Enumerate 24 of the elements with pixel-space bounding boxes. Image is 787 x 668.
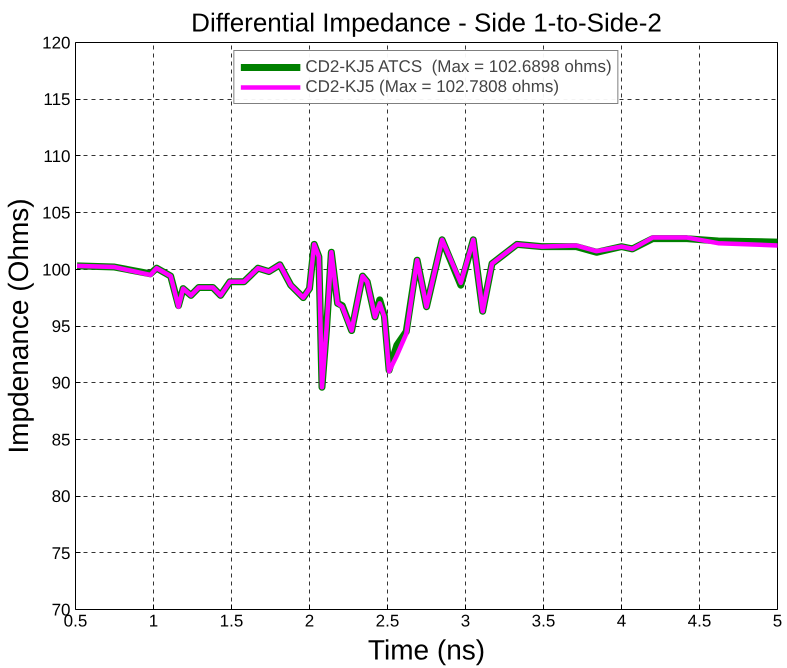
legend-label: CD2-KJ5 ATCS (Max = 102.6898 ohms) [305,57,612,77]
x-tick-label: 4.5 [688,612,712,630]
y-axis-title: Impdenance (Ohms) [3,198,34,454]
y-tick-label: 110 [43,146,71,166]
y-tick-label: 100 [42,260,71,280]
y-tick-label: 95 [52,317,71,336]
x-axis-title: Time (ns) [368,634,486,666]
y-tick-label: 115 [43,90,71,110]
x-tick-label: 3 [460,612,470,630]
x-tick-label: 2 [304,612,314,630]
x-tick-label: 5 [772,612,782,630]
chart-title: Differential Impedance - Side 1-to-Side-2 [191,8,662,38]
x-tick-label: 4 [616,612,626,630]
y-tick-label: 105 [42,204,71,223]
x-tick-label: 3.5 [532,612,556,630]
x-tick-label: 1 [148,612,158,630]
x-tick-label: 1.5 [220,612,244,630]
legend-label: CD2-KJ5 (Max = 102.7808 ohms) [305,77,560,97]
y-tick-label: 75 [52,544,71,563]
y-tick-label: 80 [52,487,71,506]
y-tick-label: 85 [52,430,71,450]
x-tick-label: 2.5 [376,612,400,630]
y-tick-label: 120 [42,34,71,52]
y-tick-label: 90 [52,374,71,393]
